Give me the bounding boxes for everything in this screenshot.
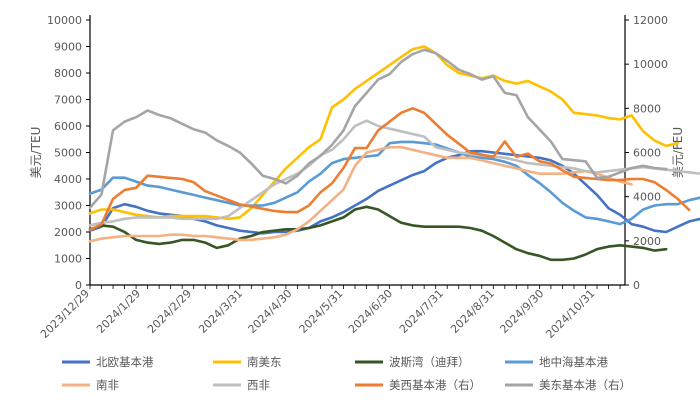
y-axis-title-left: 美元/TEU (29, 127, 43, 179)
series-line (88, 205, 668, 262)
x-tick-label: 2024/1/29 (94, 287, 143, 336)
legend-label: 美西基本港（右） (389, 378, 481, 392)
x-tick-label: 2024/2/29 (145, 287, 194, 336)
y-tick-label-left: 7000 (54, 94, 82, 107)
legend-label: 美东基本港（右） (539, 378, 631, 392)
y-tick-label-left: 3000 (54, 200, 82, 213)
legend-label: 波斯湾（迪拜） (389, 355, 470, 369)
y-tick-label-left: 2000 (54, 226, 82, 239)
y-axis-title-right: 美元/FEU (671, 127, 685, 178)
x-tick-label: 2024/3/31 (196, 287, 245, 336)
y-tick-label-right: 6000 (633, 147, 661, 160)
series-line (88, 107, 691, 232)
series-line (88, 45, 680, 221)
series-line (88, 119, 700, 227)
series-line (88, 48, 668, 209)
y-tick-label-left: 0 (75, 279, 82, 292)
legend-label: 西非 (247, 378, 270, 392)
x-tick-label: 2024/7/31 (397, 287, 446, 336)
x-tick-label: 2023/12/29 (38, 287, 92, 341)
x-tick-label: 2024/10/31 (543, 287, 597, 341)
x-tick-label: 2024/8/31 (448, 287, 497, 336)
x-tick-label: 2024/6/30 (346, 287, 395, 336)
series-line (88, 140, 700, 226)
series-line (88, 145, 633, 243)
x-tick-label: 2024/9/30 (497, 287, 546, 336)
y-tick-label-left: 1000 (54, 253, 82, 266)
y-tick-label-right: 10000 (633, 58, 668, 71)
y-tick-label-left: 10000 (47, 14, 82, 27)
y-tick-label-left: 4000 (54, 173, 82, 186)
legend-label: 地中海基本港 (539, 355, 608, 369)
y-tick-label-left: 6000 (54, 120, 82, 133)
legend-label: 南美东 (247, 355, 282, 369)
y-tick-label-right: 2000 (633, 235, 661, 248)
legend-label: 北欧基本港 (96, 355, 154, 369)
y-tick-label-right: 8000 (633, 102, 661, 115)
x-tick-label: 2024/4/30 (246, 287, 295, 336)
y-tick-label-right: 4000 (633, 191, 661, 204)
y-tick-label-right: 0 (633, 279, 640, 292)
x-tick-label: 2024/5/31 (297, 287, 346, 336)
legend-label: 南非 (96, 378, 119, 392)
y-tick-label-right: 12000 (633, 14, 668, 27)
y-tick-label-left: 5000 (54, 147, 82, 160)
y-tick-label-left: 9000 (54, 41, 82, 54)
y-tick-label-left: 8000 (54, 67, 82, 80)
